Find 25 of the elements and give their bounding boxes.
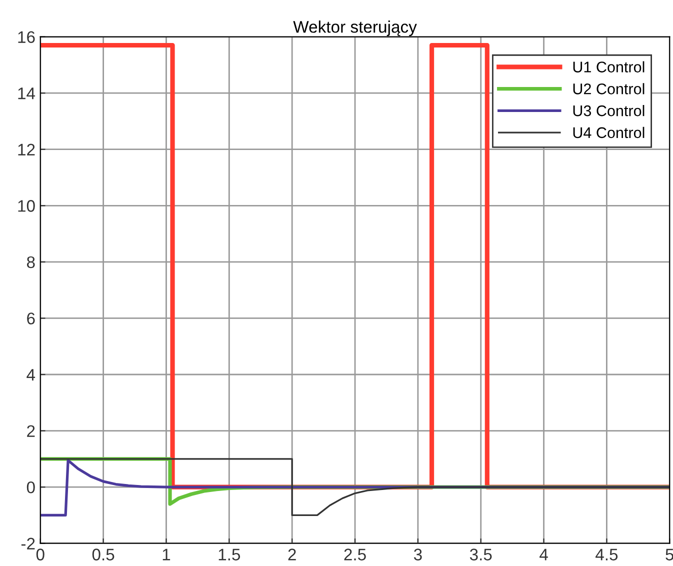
x-tick-label: 4.5 <box>596 548 618 560</box>
y-tick-label: 8 <box>26 256 35 268</box>
y-tick-label: 10 <box>18 200 35 212</box>
x-tick-label: 1 <box>162 548 170 560</box>
x-tick-label: 2 <box>288 548 296 560</box>
y-tick-label: -2 <box>21 538 35 550</box>
legend-label: U1 Control <box>573 61 644 72</box>
y-tick-label: 0 <box>26 481 35 494</box>
y-tick-label: 4 <box>26 369 36 381</box>
y-tick-label: 6 <box>27 312 35 324</box>
y-tick-label: 12 <box>18 144 35 156</box>
x-tick-label: 3 <box>414 548 422 560</box>
y-tick-label: 2 <box>27 425 35 437</box>
y-tick-label: 16 <box>18 31 35 43</box>
x-tick-label: 4 <box>540 548 548 560</box>
x-tick-label: 2.5 <box>344 548 366 560</box>
y-tick-label: 14 <box>18 88 36 100</box>
legend-label: U3 Control <box>573 104 644 116</box>
x-tick-label: 0 <box>36 548 44 560</box>
legend-label: U2 Control <box>573 83 644 94</box>
x-tick-label: 0.5 <box>92 548 114 560</box>
legend-label: U4 Control <box>573 126 644 138</box>
x-tick-label: 3.5 <box>470 548 492 560</box>
x-tick-label: 1.5 <box>218 548 240 560</box>
chart-title: Wektor sterujący <box>293 20 417 36</box>
